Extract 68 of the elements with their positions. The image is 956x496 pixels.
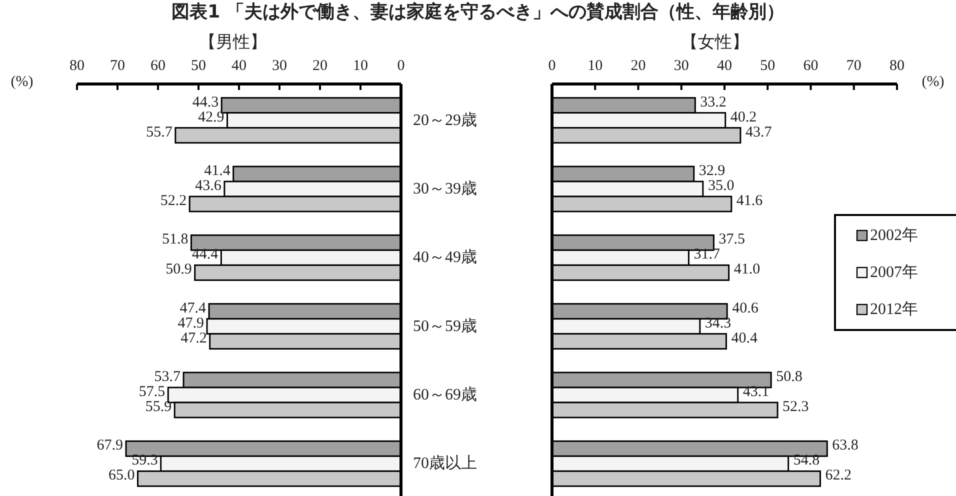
data-label: 41.6 xyxy=(736,193,764,209)
x-tick-label: 50 xyxy=(191,58,206,74)
data-label: 47.9 xyxy=(178,315,204,332)
y-tick-label: 20～29歳 xyxy=(413,110,477,129)
data-label: 54.8 xyxy=(793,452,820,469)
x-tick-label: 60 xyxy=(150,58,166,74)
x-tick-label: 80 xyxy=(890,58,904,74)
data-label: 44.3 xyxy=(192,94,219,110)
data-label: 43.6 xyxy=(195,178,222,194)
data-label: 50.9 xyxy=(166,262,192,278)
x-axis-title: (%) xyxy=(922,74,944,90)
data-label: 51.8 xyxy=(162,232,188,248)
legend-label: 2007年 xyxy=(870,264,918,281)
data-label: 63.8 xyxy=(832,438,858,454)
x-tick-label: 70 xyxy=(846,58,862,74)
data-label: 33.2 xyxy=(700,94,726,110)
text: 図表1 「夫は外で働き、妻は家庭を守るべき」への賛成割合（性、年齢別） xyxy=(172,2,784,22)
data-label: 55.7 xyxy=(146,124,173,140)
data-label: 52.3 xyxy=(782,399,809,415)
data-label: 34.3 xyxy=(704,315,732,332)
x-tick-label: 20 xyxy=(630,58,646,74)
data-label: 42.9 xyxy=(198,109,224,126)
y-tick-label: 70歳以上 xyxy=(413,454,477,472)
x-axis-title: (%) xyxy=(10,74,34,90)
data-label: 44.4 xyxy=(192,246,219,263)
x-tick-label: 70 xyxy=(110,58,125,74)
y-tick-label: 50～59歳 xyxy=(413,316,477,335)
data-label: 47.2 xyxy=(180,330,207,346)
data-label: 41.0 xyxy=(734,262,760,278)
data-label: 62.2 xyxy=(825,468,852,484)
data-label: 43.7 xyxy=(745,124,772,140)
x-tick-label: 40 xyxy=(232,58,246,74)
x-tick-label: 50 xyxy=(760,58,776,74)
data-label: 43.1 xyxy=(742,384,770,400)
data-label: 59.3 xyxy=(132,452,158,469)
y-tick-label: 40～49歳 xyxy=(413,248,477,266)
data-label: 35.0 xyxy=(708,178,734,194)
data-label: 65.0 xyxy=(108,468,135,484)
data-label: 31.7 xyxy=(694,246,720,263)
x-tick-label: 10 xyxy=(353,58,368,74)
data-label: 53.7 xyxy=(154,369,182,385)
x-tick-label: 10 xyxy=(588,58,603,74)
x-tick-label: 40 xyxy=(717,58,732,74)
x-tick-label: 30 xyxy=(674,58,689,74)
data-label: 50.8 xyxy=(776,369,802,385)
x-tick-label: 20 xyxy=(312,58,328,74)
chart-subtitle: 【男性】 xyxy=(199,32,267,52)
x-tick-label: 60 xyxy=(803,58,818,74)
chart-title: 【女性】 xyxy=(681,32,749,52)
y-tick-label: 60～69歳 xyxy=(413,386,477,404)
data-label: 40.6 xyxy=(732,300,759,316)
legend-label: 2002年 xyxy=(870,227,918,244)
data-label: 32.9 xyxy=(698,163,726,179)
data-label: 40.4 xyxy=(731,330,758,346)
legend-label: 2012年 xyxy=(870,301,918,318)
data-label: 67.9 xyxy=(96,438,124,454)
data-label: 52.2 xyxy=(160,193,187,209)
data-label: 55.9 xyxy=(145,399,172,415)
data-label: 37.5 xyxy=(718,232,745,248)
x-tick-label: 0 xyxy=(548,58,556,74)
data-label: 40.2 xyxy=(730,109,757,126)
x-tick-label: 80 xyxy=(70,58,84,74)
x-tick-label: 30 xyxy=(272,58,287,74)
data-label: 47.4 xyxy=(180,300,207,316)
data-label: 41.4 xyxy=(204,163,231,179)
y-tick-label: 30～39歳 xyxy=(413,180,477,198)
x-tick-label: 0 xyxy=(397,58,405,74)
data-label: 57.5 xyxy=(138,384,166,400)
